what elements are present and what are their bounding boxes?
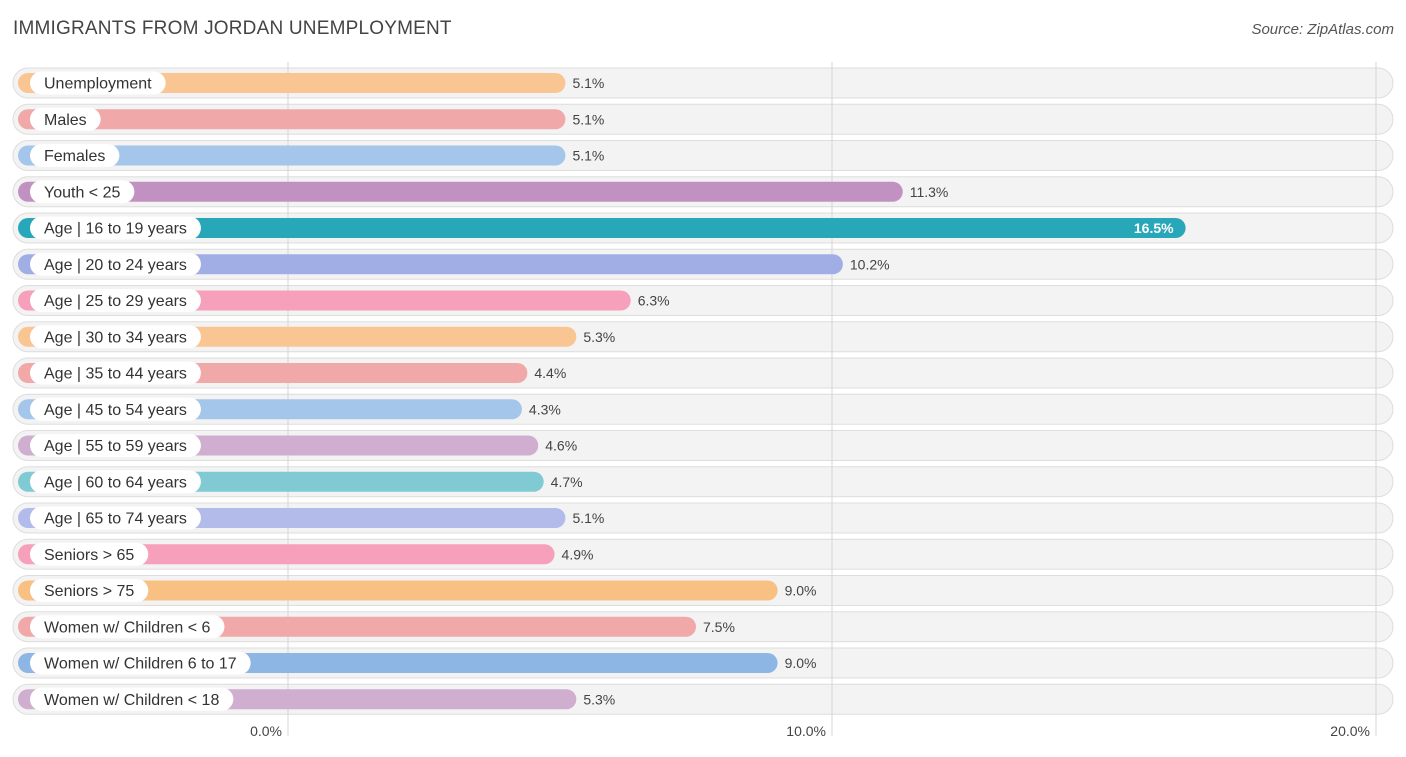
category-pill [30, 687, 234, 711]
value-label: 5.3% [583, 691, 615, 707]
value-label: 10.2% [850, 256, 890, 272]
value-label: 5.1% [572, 510, 604, 526]
category-pill [30, 325, 201, 349]
bar-group: Age | 16 to 19 years 16.5% [18, 216, 1186, 240]
category-pill [30, 506, 201, 530]
category-pill [30, 397, 201, 421]
chart-title: IMMIGRANTS FROM JORDAN UNEMPLOYMENT [13, 18, 452, 39]
x-tick-label: 0.0% [250, 723, 282, 739]
category-pill [30, 651, 251, 675]
x-tick-label: 20.0% [1330, 723, 1370, 739]
category-pill [30, 361, 201, 385]
source-note: Source: ZipAtlas.com [1251, 21, 1394, 38]
bar-group: Youth < 25 11.3% [18, 180, 949, 204]
category-pill [30, 579, 149, 602]
bar-group: Age | 20 to 24 years 10.2% [18, 252, 890, 276]
bar-group: Age | 25 to 29 years 6.3% [18, 289, 670, 312]
category-label: Age | 25 to 29 years [44, 293, 187, 310]
value-label: 4.4% [534, 365, 566, 381]
value-label: 9.0% [785, 655, 817, 671]
value-label: 16.5% [1134, 220, 1174, 236]
category-pill [30, 470, 201, 494]
bars: Unemployment 5.1% Males 5.1% Females 5.1% Yout… [18, 71, 1186, 711]
category-pill [30, 216, 201, 240]
bar-group: Age | 45 to 54 years 4.3% [18, 397, 561, 421]
value-label: 11.3% [910, 184, 949, 200]
category-pill [30, 542, 149, 566]
bar [18, 145, 566, 166]
bar-group: Age | 60 to 64 years 4.7% [18, 470, 583, 494]
category-label: Women w/ Children < 6 [44, 619, 211, 636]
category-pill [30, 144, 120, 167]
bar-group: Males 5.1% [18, 107, 604, 131]
bar-group: Unemployment 5.1% [18, 71, 604, 95]
x-axis-ticks: 0.0% 10.0% 20.0% [250, 723, 1370, 739]
bar [18, 218, 1186, 238]
value-label: 9.0% [785, 583, 817, 599]
bar-group: Seniors > 75 9.0% [18, 579, 817, 602]
bar-group: Women w/ Children 6 to 17 9.0% [18, 651, 817, 675]
category-label: Seniors > 75 [44, 583, 134, 600]
bar-group: Age | 30 to 34 years 5.3% [18, 325, 615, 349]
category-label: Age | 20 to 24 years [44, 257, 187, 274]
bar [18, 181, 903, 202]
bar-group: Females 5.1% [18, 144, 604, 167]
category-pill [30, 252, 201, 276]
bar-group: Age | 65 to 74 years 5.1% [18, 506, 604, 530]
bar [18, 254, 843, 275]
category-label: Youth < 25 [44, 184, 120, 201]
value-label: 4.3% [529, 401, 561, 417]
category-pill [30, 289, 201, 312]
category-pill [30, 615, 225, 639]
category-label: Age | 35 to 44 years [44, 366, 187, 383]
value-label: 6.3% [638, 293, 670, 309]
category-label: Women w/ Children < 18 [44, 692, 219, 709]
value-label: 5.1% [572, 148, 604, 164]
bar-group: Women w/ Children < 18 5.3% [18, 687, 615, 711]
category-pill [30, 434, 201, 457]
category-pill [30, 71, 166, 95]
category-label: Males [44, 112, 87, 129]
category-label: Unemployment [44, 76, 152, 93]
category-label: Age | 65 to 74 years [44, 511, 187, 528]
value-label: 4.6% [545, 438, 577, 454]
category-label: Seniors > 65 [44, 547, 134, 564]
category-label: Women w/ Children 6 to 17 [44, 656, 237, 673]
value-label: 5.3% [583, 329, 615, 345]
bar-group: Seniors > 65 4.9% [18, 542, 594, 566]
value-label: 4.7% [551, 474, 583, 490]
bar-group: Age | 55 to 59 years 4.6% [18, 434, 577, 457]
category-label: Age | 16 to 19 years [44, 221, 187, 238]
bar [18, 544, 555, 565]
category-label: Age | 45 to 54 years [44, 402, 187, 419]
bar [18, 109, 566, 130]
bar-group: Age | 35 to 44 years 4.4% [18, 361, 566, 385]
category-label: Age | 55 to 59 years [44, 438, 187, 455]
category-label: Females [44, 148, 105, 165]
bar [18, 580, 778, 601]
value-label: 4.9% [562, 546, 594, 562]
category-label: Age | 30 to 34 years [44, 329, 187, 346]
category-pill [30, 180, 135, 204]
bar-group: Women w/ Children < 6 7.5% [18, 615, 735, 639]
x-tick-label: 10.0% [786, 723, 826, 739]
value-label: 5.1% [572, 75, 604, 91]
category-label: Age | 60 to 64 years [44, 474, 187, 491]
value-label: 5.1% [572, 111, 604, 127]
category-pill [30, 107, 101, 131]
value-label: 7.5% [703, 619, 735, 635]
